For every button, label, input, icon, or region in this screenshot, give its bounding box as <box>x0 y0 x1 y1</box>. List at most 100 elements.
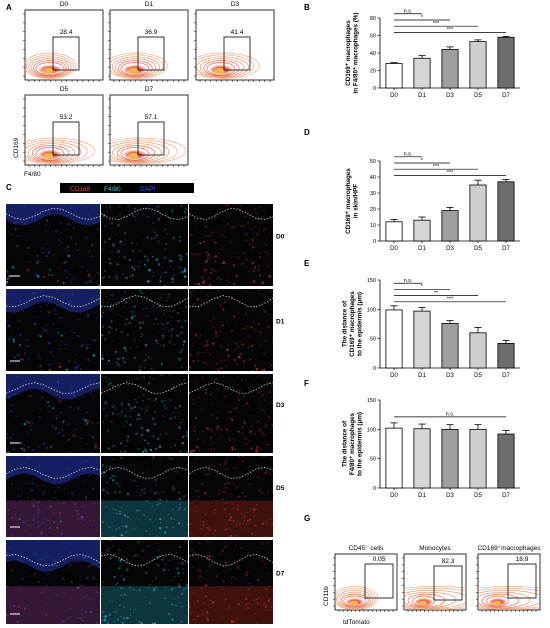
y-tick-label: 0 <box>373 239 376 245</box>
micrograph-tile <box>189 456 273 537</box>
flow-plot: 0.05 <box>333 553 398 612</box>
gate-box <box>507 563 537 599</box>
micrograph-bg <box>101 204 188 286</box>
micrograph-tile <box>189 289 273 371</box>
micrograph-bg <box>189 289 273 371</box>
micrograph-bg <box>189 374 273 453</box>
y-tick-label: 40 <box>370 175 376 181</box>
y-tick-label: 0 <box>373 486 376 492</box>
epidermis-dashed-line <box>101 554 188 567</box>
bar <box>497 36 515 89</box>
bar <box>385 63 403 89</box>
epidermis-dashed-line <box>189 295 273 308</box>
image-row-label: D5 <box>276 485 285 492</box>
x-tick-label: D3 <box>446 246 454 252</box>
significance-label: *** <box>433 21 440 27</box>
micrograph-bg <box>189 456 273 537</box>
significance-label: ** <box>434 290 439 296</box>
x-tick-label: D7 <box>502 246 510 252</box>
micrograph-bg <box>189 204 273 286</box>
flow-plot: 36.9 <box>108 9 189 82</box>
significance-label: *** <box>447 170 454 176</box>
y-tick-label: 20 <box>370 207 376 213</box>
density-contour <box>25 52 77 79</box>
micrograph-bg <box>101 289 188 371</box>
bar <box>413 219 431 242</box>
image-row-label: D0 <box>276 233 285 240</box>
significance-label: * <box>421 284 424 290</box>
micrograph-tile <box>6 289 100 371</box>
bar <box>497 433 515 489</box>
y-axis-label-line: The distance of <box>342 420 349 467</box>
y-axis-label: CD169⁺ macrophagesin skin/HPF <box>345 168 360 234</box>
bar-chart-b: 0 20 40 60 80 CD169⁺ macrophagesin F4/80⁺ mac… <box>345 9 520 99</box>
panel-letter: F <box>304 379 309 388</box>
panel-c: CD169 F4/80 DAPI D0 D1 D3 D5 D7 <box>6 183 285 624</box>
flow-plot: 57.1 <box>108 94 189 167</box>
flow-plot-title: Monocytes <box>419 545 451 552</box>
micrograph-tile <box>6 374 100 453</box>
x-tick-label: D0 <box>390 373 398 379</box>
flow-plot: 18.9 <box>476 553 541 612</box>
flow-plot: 82.3 <box>402 553 467 612</box>
y-axis-label-line: CD169⁺ macrophages <box>349 291 356 357</box>
bar-chart-f: 0 50 100 150 The distance ofF4/80⁺ macrophag… <box>342 398 520 499</box>
flow-y-axis-label: CD169 <box>13 137 20 158</box>
epidermis-dashed-line <box>101 295 188 308</box>
gate-box <box>433 565 463 601</box>
epidermis-dashed-line <box>189 382 273 394</box>
epidermis-layer <box>6 456 100 485</box>
epidermis-dashed-line <box>101 467 188 479</box>
panel-letter: B <box>304 3 310 12</box>
panel-letters: A B C D E F G <box>6 3 310 523</box>
bar <box>413 57 431 89</box>
bar <box>385 309 403 369</box>
x-tick-label: D7 <box>502 493 510 499</box>
y-tick-label: 40 <box>370 51 376 57</box>
x-tick-label: D0 <box>390 246 398 252</box>
significance-label: n.s. <box>404 152 413 158</box>
micrograph-bg <box>101 540 188 624</box>
epidermis-layer <box>6 289 100 313</box>
y-tick-label: 150 <box>367 398 376 404</box>
bar <box>385 221 403 242</box>
flow-x-axis-label: F4/80 <box>24 171 41 178</box>
significance-label: n.s. <box>404 9 413 15</box>
gate-value: 41.4 <box>231 29 244 36</box>
gate-value: 0.05 <box>373 556 386 563</box>
micrograph-tile <box>101 289 188 371</box>
micrograph-tile <box>101 204 188 286</box>
legend-channel-label: CD169 <box>70 186 91 193</box>
gate-box <box>52 36 80 71</box>
panel-letter: G <box>304 514 310 523</box>
density-contour <box>478 586 540 610</box>
significance-label: *** <box>433 164 440 170</box>
epidermis-dashed-line <box>189 207 273 220</box>
panel-letter: E <box>304 259 310 268</box>
epidermis-dashed-line <box>189 467 273 479</box>
x-tick-label: D0 <box>390 93 398 99</box>
flow-x-axis-label: tdTomato <box>343 619 370 626</box>
x-tick-label: D0 <box>390 493 398 499</box>
gate-box <box>137 36 165 71</box>
bar <box>413 428 431 489</box>
gate-value: 28.4 <box>60 29 73 36</box>
epidermis-layer <box>6 540 100 572</box>
x-tick-label: D1 <box>418 246 426 252</box>
significance-label: * <box>421 158 424 164</box>
significance-label: n.s. <box>446 412 455 418</box>
bar <box>469 428 487 489</box>
micrograph-tile <box>101 540 188 624</box>
y-axis-label: The distance ofCD169⁺ macrophagesto the … <box>342 291 364 357</box>
channel-legend: CD169 F4/80 DAPI <box>60 183 194 193</box>
micrograph-tile <box>189 204 273 286</box>
y-tick-label: 50 <box>370 457 376 463</box>
bar <box>469 184 487 242</box>
gate-box <box>137 121 165 156</box>
bar <box>385 427 403 489</box>
epidermis-dashed-line <box>189 554 273 567</box>
epidermis-dashed-line <box>101 382 188 394</box>
flow-day-label: D0 <box>60 1 69 8</box>
panel-letter: A <box>6 3 12 12</box>
